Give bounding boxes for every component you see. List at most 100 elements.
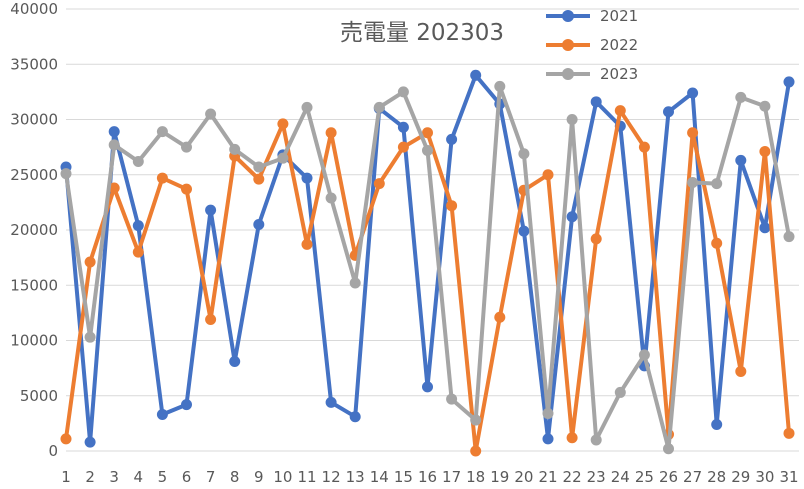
x-tick-label: 16 <box>418 468 437 486</box>
x-tick-label: 13 <box>346 468 365 486</box>
legend-swatch-marker <box>562 39 574 51</box>
x-tick-label: 23 <box>587 468 606 486</box>
data-point <box>108 139 120 151</box>
x-tick-label: 17 <box>442 468 461 486</box>
x-tick-label: 12 <box>322 468 341 486</box>
data-point <box>542 169 554 181</box>
x-tick-label: 14 <box>370 468 389 486</box>
x-tick-label: 27 <box>683 468 702 486</box>
x-tick-label: 3 <box>109 468 119 486</box>
x-tick-label: 30 <box>755 468 774 486</box>
data-point <box>638 349 650 361</box>
data-point <box>494 80 506 92</box>
x-tick-label: 25 <box>635 468 654 486</box>
x-axis-ticks: 1 2 3 4 5 6 7 8 9 10 11 12 13 14 15 16 17 18 19 20 21 22 23 24 2… <box>61 468 798 486</box>
x-tick-label: 18 <box>466 468 485 486</box>
data-point <box>687 127 699 139</box>
data-point <box>446 393 458 405</box>
data-point <box>590 96 602 108</box>
x-tick-label: 10 <box>273 468 292 486</box>
data-point <box>590 233 602 245</box>
data-point <box>108 182 120 194</box>
x-tick-label: 22 <box>563 468 582 486</box>
data-point <box>614 386 626 398</box>
data-point <box>711 418 723 430</box>
x-tick-label: 19 <box>490 468 509 486</box>
y-tick-label: 30000 <box>10 111 58 129</box>
data-point <box>60 168 72 180</box>
data-point <box>518 148 530 160</box>
legend-label: 2023 <box>600 65 638 83</box>
legend-item: 2023 <box>546 65 638 83</box>
x-tick-label: 1 <box>61 468 71 486</box>
data-point <box>253 173 265 185</box>
data-point <box>156 409 168 421</box>
x-tick-label: 26 <box>659 468 678 486</box>
data-point <box>687 87 699 99</box>
data-point <box>60 433 72 445</box>
data-point <box>470 69 482 81</box>
legend-item: 2021 <box>546 7 638 25</box>
data-point <box>132 246 144 258</box>
x-tick-label: 6 <box>182 468 192 486</box>
data-point <box>156 172 168 184</box>
data-point <box>108 126 120 138</box>
chart-title: 売電量 202303 <box>340 20 504 46</box>
data-point <box>735 365 747 377</box>
data-point <box>735 154 747 166</box>
data-point <box>301 238 313 250</box>
data-point <box>470 414 482 426</box>
data-point <box>446 133 458 145</box>
data-point <box>373 178 385 190</box>
x-tick-label: 29 <box>731 468 750 486</box>
legend-label: 2021 <box>600 7 638 25</box>
data-point <box>518 225 530 237</box>
data-point <box>711 237 723 249</box>
data-point <box>325 127 337 139</box>
x-tick-label: 11 <box>297 468 316 486</box>
data-point <box>735 91 747 103</box>
data-point <box>181 399 192 411</box>
data-point <box>205 314 217 326</box>
data-point <box>132 155 144 167</box>
data-point <box>446 200 458 212</box>
data-point <box>325 396 337 408</box>
y-tick-label: 25000 <box>10 166 58 184</box>
x-tick-label: 20 <box>514 468 533 486</box>
legend-swatch-marker <box>562 68 574 80</box>
data-point <box>422 144 433 156</box>
data-point <box>349 277 361 289</box>
data-point <box>253 161 265 173</box>
data-point <box>301 172 313 184</box>
data-point <box>663 106 674 118</box>
x-tick-label: 31 <box>779 468 798 486</box>
data-point <box>638 141 650 153</box>
data-point <box>349 411 361 423</box>
data-point <box>590 434 602 446</box>
y-tick-label: 10000 <box>10 332 58 350</box>
x-tick-label: 24 <box>611 468 630 486</box>
data-point <box>783 76 795 88</box>
data-point <box>422 381 433 393</box>
data-point <box>783 427 795 439</box>
data-point <box>132 220 144 232</box>
data-point <box>181 183 192 195</box>
data-point <box>542 407 554 419</box>
y-tick-label: 35000 <box>10 55 58 73</box>
data-point <box>470 445 482 457</box>
data-point <box>277 152 289 164</box>
y-tick-label: 20000 <box>10 221 58 239</box>
x-tick-label: 2 <box>85 468 95 486</box>
data-point <box>397 121 409 133</box>
data-point <box>566 114 578 125</box>
x-tick-label: 28 <box>707 468 726 486</box>
x-tick-label: 4 <box>134 468 144 486</box>
series-2023 <box>60 80 795 455</box>
legend: 2021 2022 2023 <box>546 7 638 83</box>
data-point <box>301 101 313 113</box>
data-point <box>84 256 96 268</box>
data-point <box>494 311 506 323</box>
data-point <box>84 331 96 343</box>
y-tick-label: 40000 <box>10 0 58 18</box>
